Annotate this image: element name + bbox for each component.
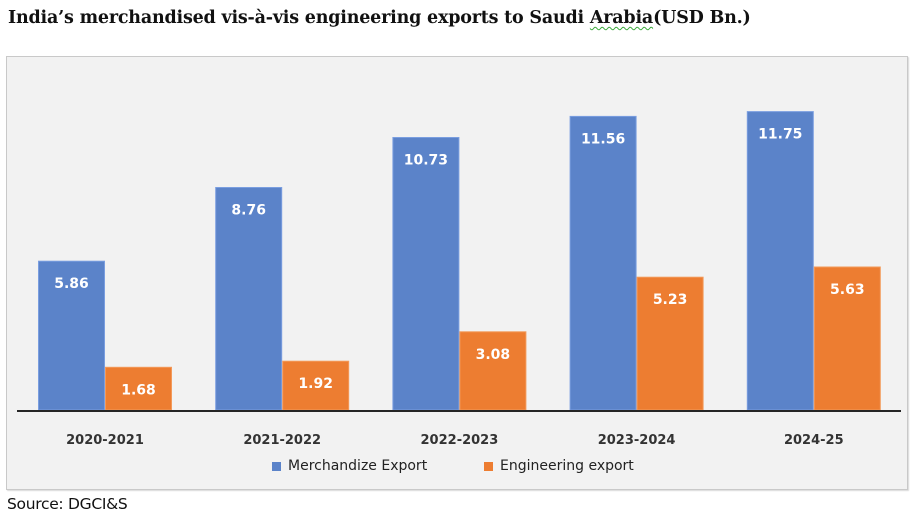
data-label-merchandize-2024-25: 11.75 <box>758 127 802 143</box>
legend-label-merchandize: Merchandize Export <box>288 458 428 474</box>
category-label-2023-2024: 2023-2024 <box>598 433 676 448</box>
bar-merchandize-2022-2023 <box>392 137 460 411</box>
data-label-engineering-2020-2021: 1.68 <box>121 382 156 398</box>
title-text-start: India’s merchandised vis-à-vis engineeri… <box>8 8 590 28</box>
data-label-merchandize-2023-2024: 11.56 <box>581 131 625 147</box>
bar-engineering-2020-2021 <box>105 366 172 411</box>
category-labels-group: 2020-2021 2021-2022 2022-2023 2023-2024 2024… <box>66 433 844 448</box>
legend-item-engineering: Engineering export <box>484 458 634 474</box>
bars-group: 5.86 1.68 8.76 1.92 10.73 3.08 11.56 5.23 11.75 5… <box>38 111 881 411</box>
title-text-spellcheck-flagged: Arabia <box>589 8 654 28</box>
legend-item-merchandize: Merchandize Export <box>272 458 427 474</box>
bar-engineering-2021-2022 <box>282 360 350 411</box>
legend-swatch-engineering <box>484 461 493 471</box>
data-label-engineering-2022-2023: 3.08 <box>476 347 511 363</box>
data-label-merchandize-2022-2023: 10.73 <box>404 153 448 169</box>
category-label-2020-2021: 2020-2021 <box>66 433 144 448</box>
category-label-2021-2022: 2021-2022 <box>243 433 321 448</box>
title-text-end: (USD Bn.) <box>653 8 751 28</box>
bar-merchandize-2021-2022 <box>215 187 283 411</box>
legend-label-engineering: Engineering export <box>500 458 634 474</box>
bar-engineering-2023-2024 <box>636 276 704 411</box>
legend: Merchandize Export Engineering export <box>0 458 918 478</box>
bar-merchandize-2024-25 <box>746 111 814 411</box>
data-label-merchandize-2020-2021: 5.86 <box>54 276 89 292</box>
data-label-merchandize-2021-2022: 8.76 <box>231 203 266 219</box>
source-note: Source: DGCI&S <box>7 495 128 513</box>
legend-swatch-merchandize <box>272 461 281 471</box>
data-label-engineering-2024-25: 5.63 <box>830 282 865 298</box>
category-label-2024-25: 2024-25 <box>784 433 844 448</box>
chart-title: India’s merchandised vis-à-vis engineeri… <box>8 8 913 28</box>
bar-merchandize-2023-2024 <box>569 115 637 411</box>
data-label-engineering-2023-2024: 5.23 <box>653 292 688 308</box>
data-label-engineering-2021-2022: 1.92 <box>298 376 333 392</box>
category-label-2022-2023: 2022-2023 <box>421 433 499 448</box>
bar-engineering-2024-25 <box>813 266 881 411</box>
bar-engineering-2022-2023 <box>459 331 527 411</box>
